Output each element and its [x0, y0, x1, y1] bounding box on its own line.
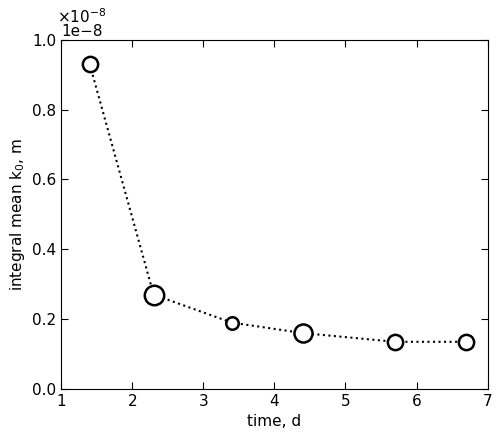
X-axis label: time, d: time, d	[248, 414, 302, 430]
Y-axis label: integral mean k$_0$, m: integral mean k$_0$, m	[8, 138, 26, 291]
Text: $\times10^{-8}$: $\times10^{-8}$	[57, 7, 106, 26]
